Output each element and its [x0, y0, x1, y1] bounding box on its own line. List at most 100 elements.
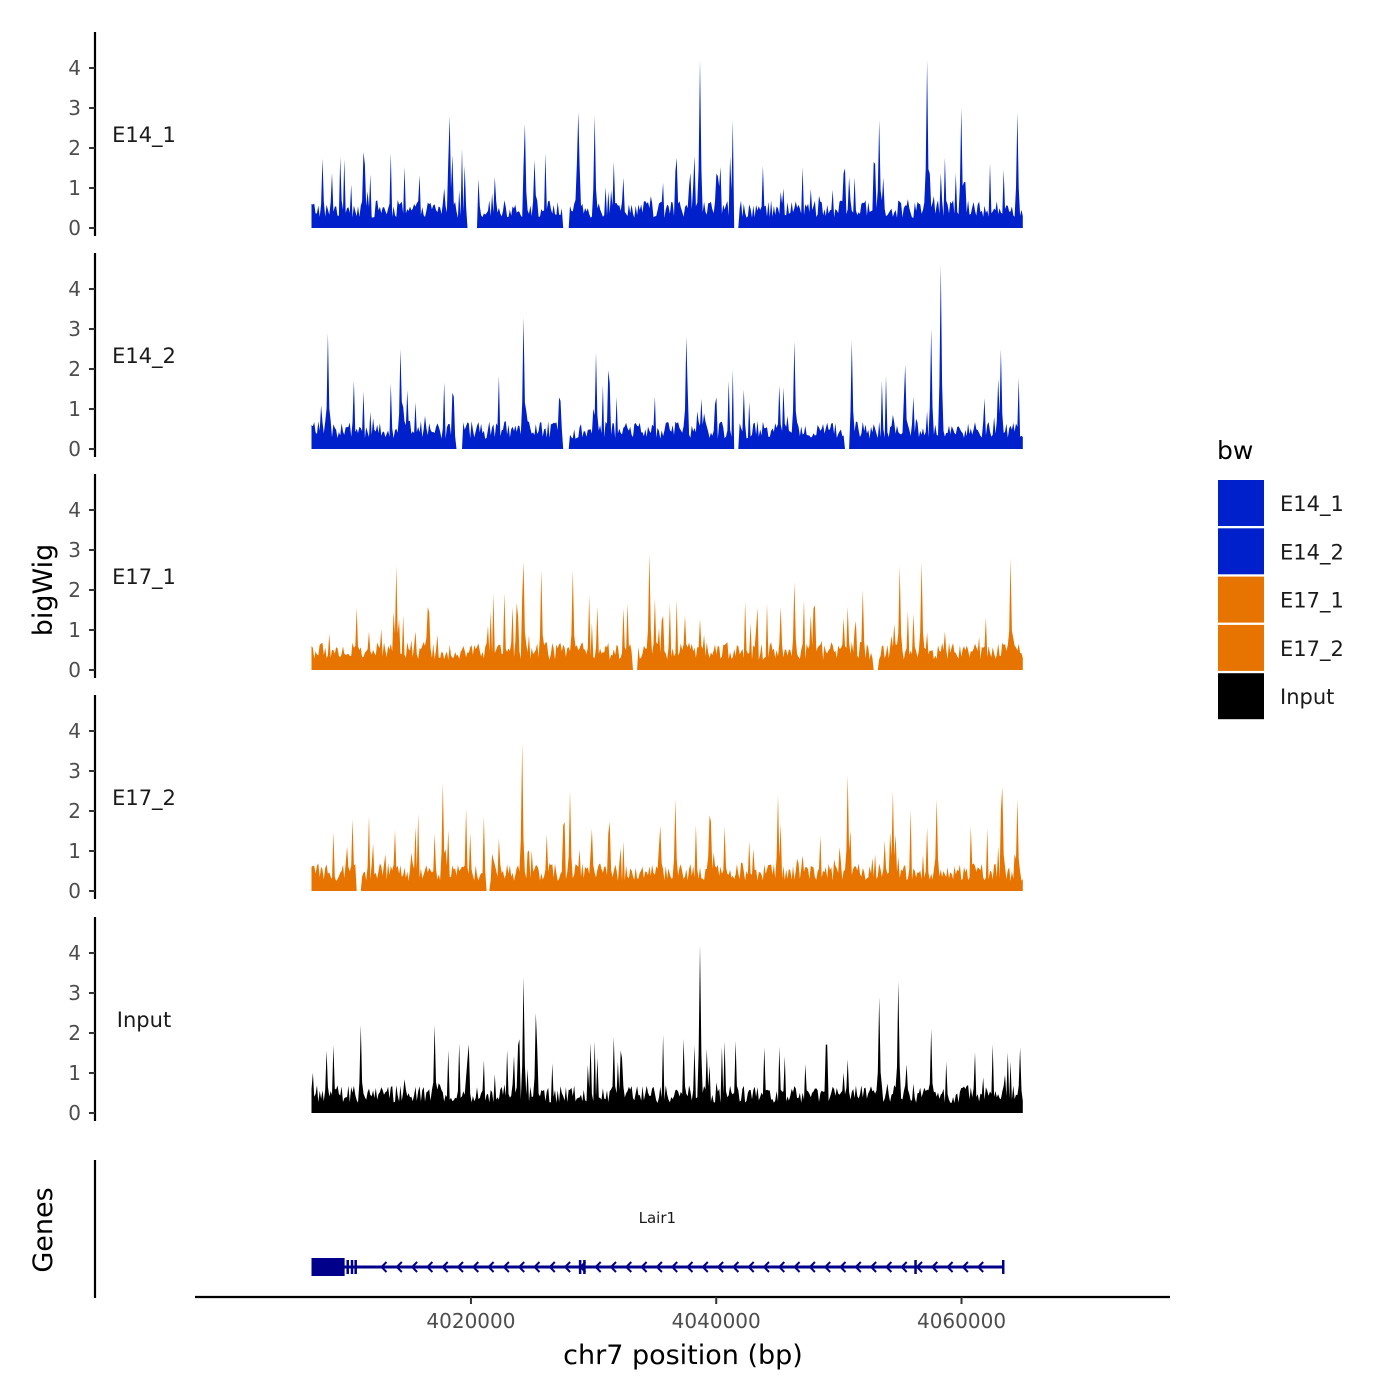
strand-arrow: [533, 1261, 541, 1273]
strand-arrow: [701, 1261, 709, 1273]
y-tick-label: 4: [68, 941, 81, 965]
gene-exon: [914, 1260, 917, 1274]
strand-arrow: [900, 1261, 908, 1273]
legend-swatch-E14_1: [1218, 480, 1264, 526]
y-tick-label: 0: [68, 658, 81, 682]
x-tick-label: 4060000: [917, 1309, 1006, 1333]
strand-arrow: [395, 1261, 403, 1273]
strand-arrow: [380, 1261, 388, 1273]
strand-arrow: [716, 1261, 724, 1273]
strand-arrow: [961, 1261, 969, 1273]
bigwig-tracks: 0 1 2 3 4 E14_1 0 1 2 3 4 E14_2 0 1 2 3 4 E17_1 0 1 2 3 4 E17_2…: [68, 32, 1023, 1125]
y-tick-label: 1: [68, 618, 81, 642]
genes-axis-title: Genes: [28, 1187, 59, 1272]
strand-arrow: [793, 1261, 801, 1273]
y-tick-label: 2: [68, 136, 81, 160]
strand-arrow: [548, 1261, 556, 1273]
y-tick-label: 2: [68, 578, 81, 602]
legend-label-E14_1: E14_1: [1280, 492, 1344, 517]
strand-arrow: [946, 1261, 954, 1273]
strand-arrow: [624, 1261, 633, 1273]
track-E14_2: 0 1 2 3 4 E14_2: [68, 253, 1023, 461]
strand-arrow: [670, 1261, 678, 1273]
y-tick-label: 2: [68, 1021, 81, 1045]
strand-arrow: [441, 1261, 449, 1273]
strand-arrow: [869, 1261, 877, 1273]
strand-arrow: [686, 1261, 694, 1273]
legend-label-E17_2: E17_2: [1280, 637, 1344, 662]
strand-arrow: [731, 1261, 740, 1273]
y-tick-label: 2: [68, 357, 81, 381]
legend-swatch-E14_2: [1218, 528, 1264, 575]
y-tick-label: 2: [68, 799, 81, 823]
y-axis-title: bigWig: [28, 544, 59, 637]
coverage-area-Input: [311, 945, 1023, 1113]
strand-arrow: [839, 1261, 847, 1273]
y-tick-label: 3: [68, 981, 81, 1005]
gene-exon: [1001, 1260, 1005, 1274]
coverage-area-E14_2: [311, 265, 1023, 449]
track-label: Input: [117, 1008, 171, 1032]
legend-swatch-E17_1: [1218, 576, 1264, 623]
legend-label-E14_2: E14_2: [1280, 540, 1344, 565]
strand-arrow: [808, 1261, 816, 1273]
y-tick-label: 4: [68, 719, 81, 743]
gene-Lair1: Lair1: [311, 1209, 1005, 1276]
y-tick-label: 0: [68, 879, 81, 903]
coverage-area-E17_2: [311, 743, 1023, 891]
legend-swatch-Input: [1218, 673, 1264, 720]
strand-arrow: [823, 1261, 831, 1273]
legend-label-E17_1: E17_1: [1280, 589, 1344, 614]
y-tick-label: 4: [68, 277, 81, 301]
strand-arrow: [487, 1261, 495, 1273]
strand-arrow: [884, 1261, 893, 1273]
strand-arrow: [854, 1261, 862, 1273]
strand-arrow: [930, 1261, 939, 1273]
strand-arrow: [915, 1261, 923, 1273]
strand-arrow: [655, 1261, 663, 1273]
track-label: E14_1: [112, 123, 176, 148]
track-E17_2: 0 1 2 3 4 E17_2: [68, 695, 1023, 903]
strand-arrow: [609, 1261, 617, 1273]
gene-label: Lair1: [639, 1209, 676, 1227]
track-Input: 0 1 2 3 4 Input: [68, 917, 1023, 1125]
strand-arrow: [976, 1261, 984, 1273]
strand-arrow: [410, 1261, 418, 1273]
gene-exon: [350, 1260, 354, 1274]
gene-track: Lair1: [93, 1160, 1005, 1298]
y-tick-label: 1: [68, 839, 81, 863]
strand-arrow: [563, 1261, 571, 1273]
track-label: E17_1: [112, 565, 176, 590]
x-tick-label: 4040000: [672, 1309, 761, 1333]
legend-title: bw: [1217, 436, 1253, 465]
gene-exon: [578, 1260, 582, 1274]
track-label: E17_2: [112, 786, 176, 811]
gene-exon: [583, 1260, 586, 1274]
track-E14_1: 0 1 2 3 4 E14_1: [68, 32, 1023, 240]
y-tick-label: 1: [68, 1061, 81, 1085]
y-tick-label: 1: [68, 176, 81, 200]
y-tick-label: 0: [68, 1101, 81, 1125]
x-tick-label: 4020000: [426, 1309, 515, 1333]
x-axis-title: chr7 position (bp): [563, 1340, 803, 1371]
strand-arrow: [747, 1261, 755, 1273]
x-axis: 4020000 4040000 4060000: [195, 1295, 1170, 1333]
legend: bw E14_1 E14_2 E17_1 E17_2 Input: [1217, 436, 1344, 720]
strand-arrow: [594, 1261, 602, 1273]
gene-exon: [311, 1258, 345, 1276]
gene-exon: [354, 1260, 357, 1274]
y-tick-label: 0: [68, 216, 81, 240]
track-E17_1: 0 1 2 3 4 E17_1: [68, 474, 1023, 682]
legend-label-Input: Input: [1280, 685, 1334, 709]
y-tick-label: 0: [68, 437, 81, 461]
coverage-area-E14_1: [311, 60, 1023, 228]
strand-arrow: [456, 1261, 464, 1273]
strand-arrow: [471, 1261, 480, 1273]
y-tick-label: 1: [68, 397, 81, 421]
track-label: E14_2: [112, 344, 176, 369]
gene-exon: [346, 1260, 349, 1274]
legend-swatch-E17_2: [1218, 624, 1264, 671]
strand-arrow: [517, 1261, 525, 1273]
y-tick-label: 3: [68, 96, 81, 120]
